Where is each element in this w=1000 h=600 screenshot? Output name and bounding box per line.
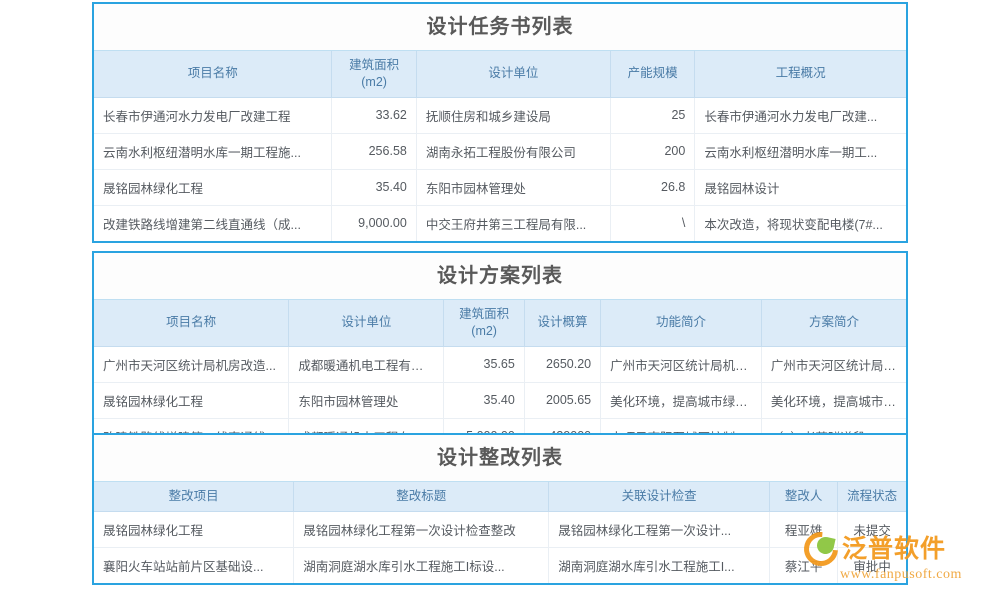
panel-title: 设计方案列表 — [94, 253, 906, 300]
column-header[interactable]: 整改人 — [769, 482, 839, 512]
table-cell: \ — [610, 205, 696, 241]
column-header[interactable]: 方案简介 — [761, 300, 906, 347]
table-cell: 湖南洞庭湖水库引水工程施工I... — [548, 547, 771, 583]
table-cell: 东阳市园林管理处 — [416, 169, 611, 206]
table-cell: 200 — [610, 133, 696, 170]
data-table: 整改项目 整改标题 关联设计检查 整改人 流程状态 晟铭园林绿化工程 晟铭园林绿化工程第一次… — [94, 482, 906, 583]
table-cell: 33.62 — [331, 97, 417, 134]
table-cell: 35.65 — [443, 346, 525, 383]
table-cell-link[interactable]: 襄阳火车站站前片区基础设... — [94, 547, 295, 583]
table-cell: 东阳市园林管理处 — [288, 382, 445, 419]
table-cell: 美化环境，提高城市绿化... — [600, 382, 762, 419]
table-cell: 25 — [610, 97, 696, 134]
table-cell: 256.58 — [331, 133, 417, 170]
panel-title: 设计整改列表 — [94, 435, 906, 482]
column-header[interactable]: 产能规模 — [610, 51, 696, 98]
table-cell-link[interactable]: 改建铁路线增建第二线直通线（成... — [94, 205, 333, 241]
table-row[interactable]: 晟铭园林绿化工程 35.40 东阳市园林管理处 26.8 晟铭园林设计 — [94, 169, 906, 206]
panel-design-rectification-list: 设计整改列表 整改项目 整改标题 关联设计检查 整改人 流程状态 晟铭园林绿化工程 晟铭园林绿… — [92, 433, 908, 585]
data-table: 项目名称 建筑面积 (m2) 设计单位 产能规模 工程概况 长春市伊通河水力发电厂改建工程 3… — [94, 51, 906, 241]
table-cell: 抚顺住房和城乡建设局 — [416, 97, 611, 134]
table-cell: 美化环境，提高城市绿化... — [761, 382, 906, 419]
table-cell-link[interactable]: 湖南洞庭湖水库引水工程施工I标设... — [293, 547, 550, 583]
table-cell: 长春市伊通河水力发电厂改建... — [694, 97, 906, 134]
table-cell-link[interactable]: 广州市天河区统计局机房改造... — [94, 346, 290, 383]
table-cell[interactable]: 程亚雄 — [769, 511, 839, 548]
column-header[interactable]: 项目名称 — [94, 51, 333, 98]
table-row[interactable]: 云南水利枢纽潜明水库一期工程施... 256.58 湖南永拓工程股份有限公司 200 云… — [94, 133, 906, 170]
table-cell-link[interactable]: 长春市伊通河水力发电厂改建工程 — [94, 97, 333, 134]
column-header[interactable]: 整改项目 — [94, 482, 295, 512]
table-cell: 广州市天河区统计局机房... — [600, 346, 762, 383]
table-cell-link[interactable]: 云南水利枢纽潜明水库一期工程施... — [94, 133, 333, 170]
table-cell: 云南水利枢纽潜明水库一期工... — [694, 133, 906, 170]
table-cell: 35.40 — [443, 382, 525, 419]
column-header[interactable]: 流程状态 — [837, 482, 906, 512]
table-cell: 晟铭园林设计 — [694, 169, 906, 206]
table-cell: 晟铭园林绿化工程第一次设计... — [548, 511, 771, 548]
panel-title: 设计任务书列表 — [94, 4, 906, 51]
column-header[interactable]: 功能简介 — [600, 300, 762, 347]
table-cell[interactable]: 审批中 — [853, 559, 891, 574]
data-table: 项目名称 设计单位 建筑面积 (m2) 设计概算 功能简介 方案简介 广州市天河区统计局机房改… — [94, 300, 906, 454]
table-cell[interactable]: 未提交 — [837, 511, 906, 548]
table-row[interactable]: 长春市伊通河水力发电厂改建工程 33.62 抚顺住房和城乡建设局 25 长春市伊通河水力… — [94, 97, 906, 134]
table-cell-link[interactable]: 晟铭园林绿化工程 — [94, 382, 290, 419]
column-header[interactable]: 项目名称 — [94, 300, 290, 347]
column-header[interactable]: 关联设计检查 — [548, 482, 771, 512]
table-cell: 成都暖通机电工程有限公司 — [288, 346, 445, 383]
table-row[interactable]: 襄阳火车站站前片区基础设... 湖南洞庭湖水库引水工程施工I标设... 湖南洞庭湖水… — [94, 547, 906, 583]
table-cell: 广州市天河区统计局机房... — [761, 346, 906, 383]
table-cell: 湖南永拓工程股份有限公司 — [416, 133, 611, 170]
table-row[interactable]: 晟铭园林绿化工程 东阳市园林管理处 35.40 2005.65 美化环境，提高城市绿化.… — [94, 382, 906, 419]
table-row[interactable]: 广州市天河区统计局机房改造... 成都暖通机电工程有限公司 35.65 2650.20… — [94, 346, 906, 383]
column-header[interactable]: 设计单位 — [416, 51, 611, 98]
table-row[interactable]: 改建铁路线增建第二线直通线（成... 9,000.00 中交王府井第三工程局有限..… — [94, 205, 906, 241]
column-header[interactable]: 建筑面积 (m2) — [443, 300, 525, 347]
table-header-row: 整改项目 整改标题 关联设计检查 整改人 流程状态 — [94, 482, 906, 512]
table-cell: 中交王府井第三工程局有限... — [416, 205, 611, 241]
table-cell: 2650.20 — [524, 346, 602, 383]
table-cell-link[interactable]: 晟铭园林绿化工程 — [94, 169, 333, 206]
table-row[interactable]: 晟铭园林绿化工程 晟铭园林绿化工程第一次设计检查整改 晟铭园林绿化工程第一次设计..… — [94, 511, 906, 548]
table-cell-link[interactable]: 晟铭园林绿化工程 — [94, 511, 295, 548]
column-header[interactable]: 设计单位 — [288, 300, 445, 347]
column-header[interactable]: 整改标题 — [293, 482, 550, 512]
column-header[interactable]: 工程概况 — [694, 51, 906, 98]
panel-design-scheme-list: 设计方案列表 项目名称 设计单位 建筑面积 (m2) 设计概算 功能简介 方案简介 广州市天河区… — [92, 251, 908, 456]
table-cell: 9,000.00 — [331, 205, 417, 241]
table-cell: 26.8 — [610, 169, 696, 206]
table-cell: 35.40 — [331, 169, 417, 206]
panel-design-task-list: 设计任务书列表 项目名称 建筑面积 (m2) 设计单位 产能规模 工程概况 长春市伊通河水力发… — [92, 2, 908, 243]
table-header-row: 项目名称 建筑面积 (m2) 设计单位 产能规模 工程概况 — [94, 51, 906, 98]
column-header[interactable]: 设计概算 — [524, 300, 602, 347]
table-cell: 本次改造，将现状变配电楼(7#... — [704, 217, 883, 232]
table-cell: 2005.65 — [524, 382, 602, 419]
table-header-row: 项目名称 设计单位 建筑面积 (m2) 设计概算 功能简介 方案简介 — [94, 300, 906, 347]
table-cell-link[interactable]: 晟铭园林绿化工程第一次设计检查整改 — [293, 511, 550, 548]
table-cell[interactable]: 蔡江平 — [769, 547, 839, 583]
column-header[interactable]: 建筑面积 (m2) — [331, 51, 417, 98]
